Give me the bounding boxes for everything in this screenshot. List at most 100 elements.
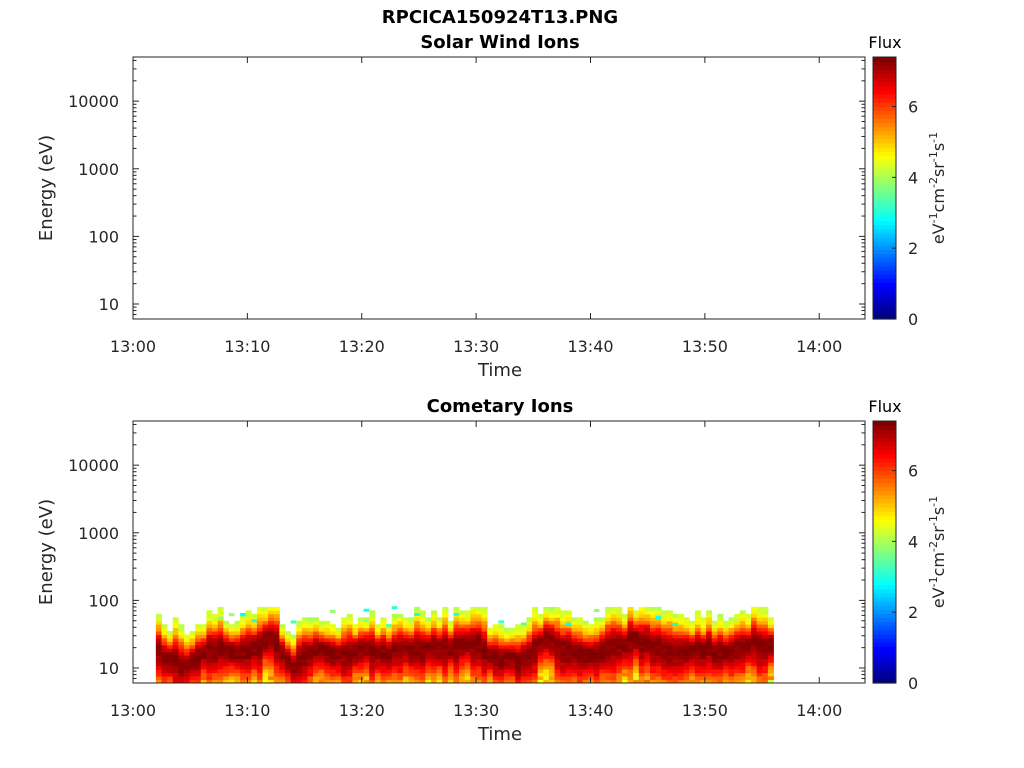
heatmap-cell xyxy=(167,638,174,642)
colorbar-segment xyxy=(873,261,896,267)
heatmap-cell xyxy=(487,631,494,635)
colorbar-segment xyxy=(873,547,896,553)
heatmap-cell xyxy=(694,662,701,667)
heatmap-cell xyxy=(459,638,466,642)
heatmap-cell xyxy=(414,610,421,615)
heatmap-cell xyxy=(285,669,292,674)
heatmap-cell xyxy=(374,648,381,653)
heatmap-cell xyxy=(217,679,224,684)
heatmap-cell xyxy=(245,634,252,639)
heatmap-cell xyxy=(509,651,516,656)
heatmap-cell xyxy=(762,651,769,656)
heatmap-cell xyxy=(459,620,466,625)
heatmap-cell xyxy=(285,631,292,635)
heatmap-cell xyxy=(526,679,533,684)
heatmap-cell xyxy=(492,669,499,674)
heatmap-cell xyxy=(503,672,511,677)
heatmap-cell xyxy=(419,617,426,622)
heatmap-cell xyxy=(273,638,280,642)
heatmap-cell xyxy=(301,631,308,635)
heatmap-cell xyxy=(661,651,668,656)
heatmap-cell xyxy=(520,622,527,626)
heatmap-cell xyxy=(548,679,555,684)
heatmap-cell xyxy=(335,655,342,660)
heatmap-cell xyxy=(290,655,297,660)
heatmap-cell xyxy=(762,679,769,684)
heatmap-cell xyxy=(251,644,258,649)
heatmap-cell xyxy=(481,634,488,639)
heatmap-cell xyxy=(442,672,449,677)
heatmap-cell xyxy=(616,655,623,660)
heatmap-cell xyxy=(268,634,275,639)
colorbar-segment xyxy=(873,437,896,443)
heatmap-cell xyxy=(453,638,460,642)
heatmap-cell xyxy=(324,651,331,656)
heatmap-cell xyxy=(700,634,707,639)
heatmap-cell xyxy=(414,617,421,622)
heatmap-cell xyxy=(470,651,477,656)
heatmap-cell xyxy=(661,676,668,680)
heatmap-cell xyxy=(633,644,640,649)
heatmap-cell xyxy=(649,665,656,670)
heatmap-cell xyxy=(464,676,471,680)
colorbar-segment xyxy=(873,650,896,655)
heatmap-cell xyxy=(430,641,438,646)
heatmap-cell xyxy=(285,676,292,680)
heatmap-cell xyxy=(593,620,600,625)
heatmap-cell xyxy=(414,638,421,642)
heatmap-cell xyxy=(509,676,516,680)
heatmap-cell xyxy=(543,648,550,653)
heatmap-cell xyxy=(722,655,729,660)
heatmap-cell xyxy=(240,676,247,680)
heatmap-cell xyxy=(408,631,415,635)
heatmap-cell xyxy=(655,617,662,622)
heatmap-cell xyxy=(430,624,438,629)
heatmap-cell xyxy=(599,679,606,684)
heatmap-cell xyxy=(717,679,724,684)
heatmap-cell xyxy=(425,644,432,649)
heatmap-cell xyxy=(155,620,162,625)
heatmap-cell xyxy=(728,627,735,632)
heatmap-cell xyxy=(155,638,162,642)
heatmap-cell xyxy=(633,610,640,615)
heatmap-cell xyxy=(745,655,752,660)
colorbar-segment xyxy=(873,241,896,246)
heatmap-cell xyxy=(576,662,583,667)
y-tick-label: 1000 xyxy=(78,160,119,179)
heatmap-cell xyxy=(717,655,724,660)
heatmap-cell xyxy=(172,665,179,670)
heatmap-cell xyxy=(722,638,729,642)
heatmap-cell xyxy=(621,665,628,670)
heatmap-cell xyxy=(447,665,454,670)
heatmap-cell xyxy=(745,641,752,646)
heatmap-cell xyxy=(711,655,718,660)
colorbar-segment xyxy=(873,482,896,488)
heatmap-cell xyxy=(245,669,252,674)
colorbar-segment xyxy=(873,257,896,263)
heatmap-cell xyxy=(313,679,320,684)
colorbar-segment xyxy=(873,93,896,99)
heatmap-cell xyxy=(172,655,179,660)
heatmap-cell xyxy=(672,620,679,625)
heatmap-cell xyxy=(515,662,522,667)
heatmap-cell xyxy=(189,638,196,642)
heatmap-cell xyxy=(212,655,219,660)
heatmap-cell xyxy=(498,669,505,674)
heatmap-cell xyxy=(706,662,713,667)
heatmap-cell xyxy=(408,638,415,642)
heatmap-cell xyxy=(419,610,426,615)
heatmap-cell xyxy=(167,631,174,635)
heatmap-cell xyxy=(644,606,651,611)
heatmap-cell xyxy=(588,658,595,663)
heatmap-cell xyxy=(520,627,527,632)
heatmap-cell xyxy=(335,679,342,684)
heatmap-cell xyxy=(414,651,421,656)
heatmap-cell xyxy=(318,655,325,660)
heatmap-cell xyxy=(374,627,381,632)
heatmap-cell xyxy=(172,676,179,680)
heatmap-cell xyxy=(498,624,505,629)
heatmap-cell xyxy=(262,613,269,618)
heatmap-cell xyxy=(599,669,606,674)
heatmap-cell xyxy=(279,679,286,684)
x-axis-ticks: 13:00 13:10 13:20 13:30 13:40 13:50 14:00 xyxy=(110,57,842,356)
